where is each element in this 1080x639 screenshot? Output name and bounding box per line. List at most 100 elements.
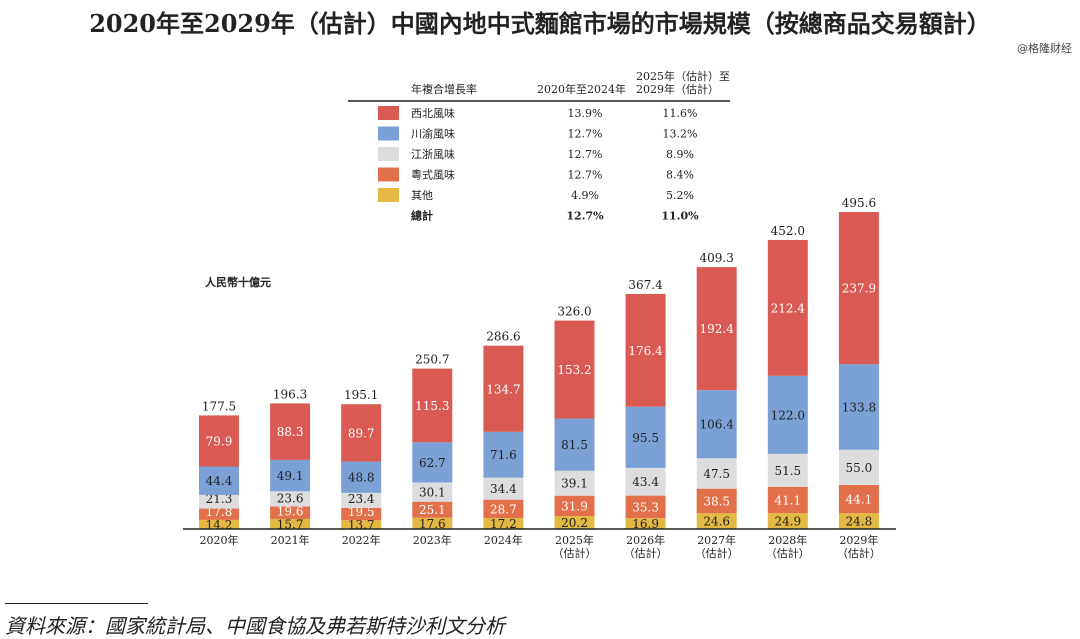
bar-segment-西北風味 bbox=[767, 239, 808, 376]
legend-swatch bbox=[378, 106, 399, 120]
legend-cagr-2025-2029: 5.2% bbox=[666, 189, 694, 202]
bar-segment-label: 31.9 bbox=[561, 499, 588, 513]
bar-segment-label: 49.1 bbox=[277, 469, 304, 483]
bar-total-label: 196.3 bbox=[273, 387, 307, 401]
bar-total-label: 409.3 bbox=[700, 251, 734, 265]
bar-total-label: 452.0 bbox=[771, 224, 805, 238]
bar-segment-label: 19.6 bbox=[277, 504, 304, 518]
legend-cagr-2025-2029: 11.6% bbox=[663, 107, 698, 120]
bar-segment-粵式風味 bbox=[838, 484, 879, 514]
bar-segment-label: 237.9 bbox=[842, 282, 876, 296]
bar-segment-label: 81.5 bbox=[561, 438, 588, 452]
bar-segment-label: 30.1 bbox=[419, 486, 446, 500]
bar-segment-江浙風味 bbox=[696, 458, 737, 489]
bar-segment-江浙風味 bbox=[341, 492, 382, 508]
bar-total-label: 177.5 bbox=[202, 399, 236, 413]
legend-cagr-2020-2024: 12.7% bbox=[568, 148, 603, 161]
bar-segment-label: 35.3 bbox=[632, 500, 659, 514]
bar-segment-label: 122.0 bbox=[771, 408, 805, 422]
bar-segment-其他 bbox=[554, 516, 595, 529]
bar-segment-label: 28.7 bbox=[490, 502, 517, 516]
chart-title: 2020年至2029年（估計）中國內地中式麵館市場的市場規模（按總商品交易額計） bbox=[89, 9, 991, 38]
bar-segment-江浙風味 bbox=[554, 470, 595, 496]
bar-segment-label: 23.6 bbox=[277, 491, 304, 505]
x-tick-label: （估計） bbox=[695, 546, 739, 560]
bar-total-label: 286.6 bbox=[486, 330, 520, 344]
bar-segment-label: 17.2 bbox=[490, 517, 517, 531]
x-tick-label: （估計） bbox=[766, 546, 810, 560]
bar-segment-粵式風味 bbox=[270, 506, 311, 519]
legend-swatch bbox=[378, 188, 399, 202]
x-tick-label: 2025年 bbox=[555, 533, 594, 547]
bar-segment-其他 bbox=[199, 519, 239, 529]
bar-segment-川渝風味 bbox=[838, 364, 879, 450]
stacked-bar-chart: 年複合增長率 2020年至2024年2025年（估計）至2029年（估計）西北風味… bbox=[183, 69, 896, 560]
bar-segment-label: 79.9 bbox=[206, 434, 233, 448]
bar-segment-label: 44.1 bbox=[846, 493, 873, 507]
bar-segment-粵式風味 bbox=[554, 495, 595, 517]
x-tick-label: （估計） bbox=[837, 546, 881, 560]
bar-segment-label: 134.7 bbox=[486, 382, 520, 396]
bar-total-label: 495.6 bbox=[842, 196, 876, 210]
bar-segment-西北風味 bbox=[270, 403, 311, 460]
bar-segment-label: 71.6 bbox=[490, 448, 517, 462]
bar-segment-label: 62.7 bbox=[419, 456, 446, 470]
bar-segment-label: 44.4 bbox=[206, 474, 233, 488]
x-tick-label: （估計） bbox=[553, 546, 597, 560]
bar-segment-粵式風味 bbox=[412, 501, 453, 518]
bar-segment-label: 176.4 bbox=[628, 344, 663, 358]
bar-segment-label: 38.5 bbox=[703, 494, 730, 508]
x-tick-label: 2027年 bbox=[697, 533, 736, 547]
bar-segment-label: 16.9 bbox=[632, 517, 659, 531]
bar-segment-西北風味 bbox=[554, 320, 595, 419]
bar-segment-label: 14.2 bbox=[206, 518, 233, 532]
legend-cagr-2025-2029: 8.9% bbox=[666, 148, 694, 161]
bar-segment-江浙風味 bbox=[838, 449, 879, 485]
bar-segment-label: 24.9 bbox=[774, 515, 801, 529]
bar-segment-label: 106.4 bbox=[700, 418, 735, 432]
bar-total-label: 367.4 bbox=[628, 278, 663, 292]
bar-segment-西北風味 bbox=[483, 345, 524, 432]
bar-segment-label: 25.1 bbox=[419, 503, 446, 517]
bar-segment-粵式風味 bbox=[767, 486, 808, 514]
x-tick-label: 2028年 bbox=[768, 533, 807, 547]
legend-label: 江浙風味 bbox=[411, 148, 455, 161]
bar-segment-西北風味 bbox=[341, 404, 382, 462]
bar-segment-川渝風味 bbox=[483, 431, 524, 478]
bar-segment-江浙風味 bbox=[199, 494, 239, 509]
x-tick-label: 2029年 bbox=[839, 533, 878, 547]
legend-cagr-2025-2029: 8.4% bbox=[666, 169, 694, 182]
bar-segment-label: 23.4 bbox=[348, 492, 375, 506]
bar-segment-label: 43.4 bbox=[632, 475, 659, 489]
bar-segment-label: 24.6 bbox=[703, 515, 730, 529]
bar-segment-川渝風味 bbox=[554, 418, 595, 471]
x-tick-label: 2021年 bbox=[271, 533, 310, 547]
legend-cagr-2025-2029: 11.0% bbox=[661, 210, 699, 223]
bar-segment-label: 34.4 bbox=[490, 482, 517, 496]
bar-segment-label: 89.7 bbox=[348, 426, 375, 440]
bar-segment-其他 bbox=[483, 517, 524, 529]
bar-total-label: 195.1 bbox=[344, 388, 378, 402]
x-tick-label: 2024年 bbox=[484, 533, 523, 547]
bar-segment-江浙風味 bbox=[767, 453, 808, 487]
bar-segment-label: 48.8 bbox=[348, 471, 375, 485]
y-axis-unit-label: 人民幣十億元 bbox=[205, 275, 271, 289]
bar-segment-西北風味 bbox=[625, 293, 666, 407]
bar-segment-label: 51.5 bbox=[774, 464, 801, 478]
bar-segment-粵式風味 bbox=[483, 499, 524, 518]
bar-segment-label: 15.7 bbox=[277, 517, 304, 531]
bar-segment-西北風味 bbox=[412, 368, 453, 443]
legend-swatch bbox=[378, 147, 399, 161]
bar-segment-label: 55.0 bbox=[846, 461, 873, 475]
legend-swatch bbox=[378, 126, 399, 141]
bar-segment-label: 47.5 bbox=[703, 467, 730, 481]
bar-segment-江浙風味 bbox=[625, 467, 666, 496]
bar-segment-其他 bbox=[270, 518, 311, 529]
bar-segment-label: 133.8 bbox=[842, 400, 876, 414]
x-tick-label: 2020年 bbox=[200, 533, 239, 547]
bar-segment-label: 115.3 bbox=[415, 399, 449, 413]
legend-cagr-2020-2024: 12.7% bbox=[568, 169, 603, 182]
bar-segment-label: 88.3 bbox=[277, 425, 304, 439]
bar-segment-粵式風味 bbox=[625, 495, 666, 519]
legend-label: 川渝風味 bbox=[411, 127, 455, 141]
